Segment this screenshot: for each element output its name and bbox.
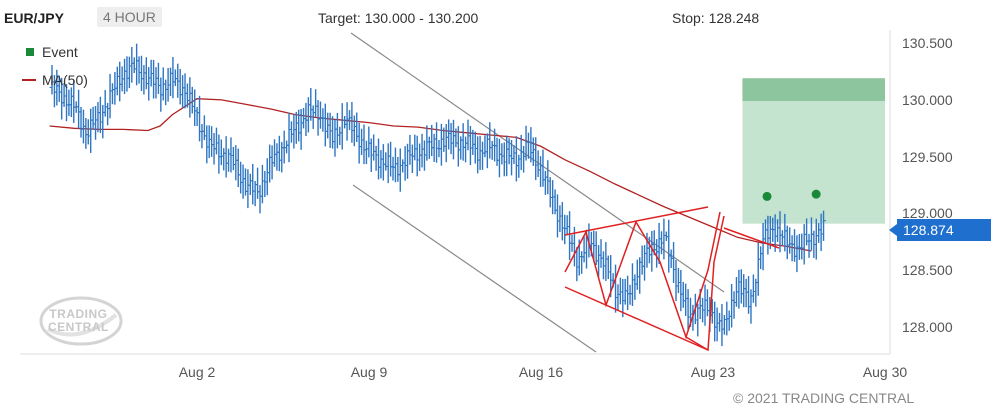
x-tick-label: Aug 16 bbox=[518, 364, 564, 380]
y-tick-label: 130.500 bbox=[902, 35, 953, 51]
y-tick-label: 130.000 bbox=[902, 92, 953, 108]
x-tick-label: Aug 30 bbox=[862, 364, 908, 380]
ma-series-line bbox=[49, 98, 812, 252]
pattern-breakout bbox=[685, 215, 725, 352]
price-tag-arrow-icon bbox=[889, 224, 897, 236]
event-markers bbox=[762, 189, 821, 201]
pattern-zigzag bbox=[564, 211, 721, 340]
x-tick-label: Aug 2 bbox=[178, 364, 216, 380]
stop-label: Stop: 128.248 bbox=[672, 10, 760, 26]
event-marker bbox=[811, 189, 821, 199]
pattern-lower-line bbox=[564, 286, 709, 351]
ma-line bbox=[49, 98, 812, 252]
logo-text: TRADING CENTRAL bbox=[48, 308, 109, 334]
y-tick-label: 128.000 bbox=[902, 319, 953, 335]
ma-swatch-icon bbox=[22, 79, 36, 81]
target-label: Target: 130.000 - 130.200 bbox=[318, 10, 479, 26]
channel-lines bbox=[350, 32, 725, 353]
timeframe-badge[interactable]: 4 HOUR bbox=[97, 7, 162, 27]
pattern-lines bbox=[564, 206, 780, 352]
pattern-retest-line bbox=[723, 227, 780, 249]
target-zone bbox=[742, 78, 885, 224]
y-tick-label: 129.500 bbox=[902, 149, 953, 165]
legend-event-label: Event bbox=[42, 44, 78, 60]
event-marker bbox=[762, 191, 772, 201]
legend-ma-label: MA(50) bbox=[42, 72, 88, 88]
event-swatch-icon bbox=[26, 48, 34, 56]
legend-ma: MA(50) bbox=[8, 72, 88, 88]
symbol-label: EUR/JPY bbox=[4, 10, 64, 26]
logo-text-line: TRADING bbox=[49, 307, 108, 321]
logo-text-line: CENTRAL bbox=[48, 320, 109, 334]
last-price-tag: 128.874 bbox=[897, 219, 991, 241]
y-tick-label: 129.000 bbox=[902, 205, 953, 221]
x-tick-label: Aug 9 bbox=[350, 364, 388, 380]
price-bars bbox=[49, 43, 827, 347]
copyright-label: © 2021 TRADING CENTRAL bbox=[733, 390, 915, 406]
x-tick-label: Aug 23 bbox=[690, 364, 736, 380]
trading-central-logo bbox=[39, 296, 123, 346]
pattern-upper-line bbox=[564, 206, 709, 236]
legend-event: Event bbox=[8, 44, 78, 60]
y-tick-label: 128.500 bbox=[902, 262, 953, 278]
channel-lower-line bbox=[352, 184, 597, 353]
target-band bbox=[742, 78, 885, 101]
